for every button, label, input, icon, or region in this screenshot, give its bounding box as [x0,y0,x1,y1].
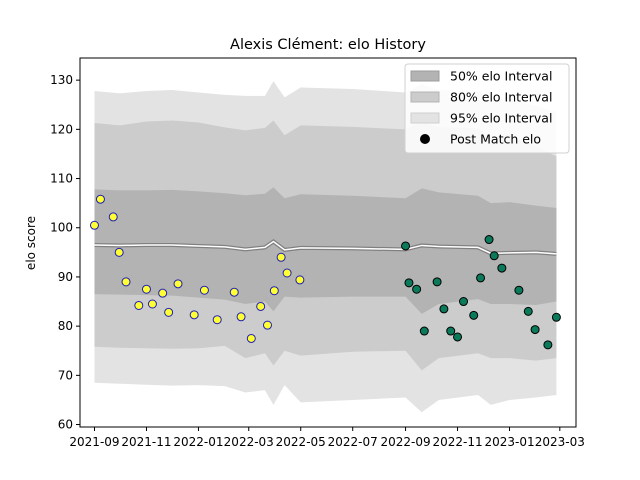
elo-point-1-20 [269,286,279,296]
legend-box [404,63,570,154]
elo-point-1-10 [164,307,174,317]
elo-point-1-2 [95,194,105,204]
legend-label-2: 80% elo Interval [450,90,552,105]
elo-point-2-4 [419,326,429,336]
elo-point-2-12 [484,235,494,245]
elo-point-1-13 [199,285,209,295]
elo-point-2-8 [453,332,463,342]
legend-swatch-1 [410,70,440,82]
elo-point-1-21 [276,252,286,262]
elo-point-1-22 [282,268,292,278]
axes-frame [79,57,577,428]
elo-point-1-5 [121,277,131,287]
x-tick-label-2022-11: 2022-11 [432,435,482,449]
x-tick-label-2022-07: 2022-07 [328,435,378,449]
legend-swatch-2 [410,91,440,103]
chart-title: Alexis Clément: elo History [230,37,426,53]
y-tick-label-90: 90 [58,270,73,284]
legend-marker-post-match [420,134,430,144]
elo-point-1-16 [236,312,246,322]
elo-point-2-17 [530,325,540,335]
elo-point-1-9 [158,288,168,298]
elo-point-1-18 [256,301,266,311]
elo-point-1-7 [141,284,151,294]
x-tick-label-2022-05: 2022-05 [276,435,326,449]
elo-point-1-6 [134,300,144,310]
elo-point-1-8 [147,299,157,309]
x-tick-label-2022-01: 2022-01 [173,435,223,449]
elo-point-2-2 [404,278,414,288]
y-axis-label: elo score [24,216,38,270]
elo-point-1-15 [229,287,239,297]
y-tick-label-110: 110 [50,172,73,186]
elo-point-1-1 [89,220,99,230]
elo-point-1-3 [108,212,118,222]
elo-point-2-18 [543,340,553,350]
legend: 50% elo Interval 80% elo Interval 95% elo … [404,63,570,154]
plot-area [89,81,561,413]
elo-point-2-13 [489,251,499,261]
legend-label-4: Post Match elo [450,132,541,147]
elo-point-2-3 [412,284,422,294]
mean-elo-line-highlight [94,240,557,255]
elo-point-1-4 [114,247,124,257]
elo-point-1-17 [246,333,256,343]
x-tick-label-2021-09: 2021-09 [69,435,119,449]
elo-point-2-19 [551,312,561,322]
elo-point-2-14 [497,263,507,273]
elo-point-1-19 [262,320,272,330]
elo-point-2-6 [439,304,449,314]
elo-point-2-5 [432,277,442,287]
y-tick-label-60: 60 [58,418,73,432]
legend-swatch-3 [410,112,440,124]
elo-point-2-16 [523,306,533,316]
elo-point-2-9 [459,297,469,307]
elo-point-2-1 [401,241,411,251]
x-tick-label-2022-09: 2022-09 [380,435,430,449]
y-tick-label-100: 100 [50,221,73,235]
y-tick-label-70: 70 [58,368,73,382]
elo-point-2-11 [476,273,486,283]
y-tick-label-130: 130 [50,73,73,87]
legend-label-3: 95% elo Interval [450,111,552,126]
elo-point-1-11 [173,279,183,289]
elo-point-1-12 [189,310,199,320]
x-tick-label-2021-11: 2021-11 [121,435,171,449]
x-tick-label-2023-03: 2023-03 [535,435,585,449]
y-tick-label-120: 120 [50,122,73,136]
x-tick-label-2022-03: 2022-03 [224,435,274,449]
elo-point-2-15 [514,285,524,295]
y-tick-label-80: 80 [58,319,73,333]
elo-point-2-10 [469,310,479,320]
elo-point-1-14 [212,315,222,325]
elo-point-2-7 [446,326,456,336]
legend-label-1: 50% elo Interval [450,69,552,84]
plot-content [89,81,561,413]
x-tick-label-2023-01: 2023-01 [484,435,534,449]
elo-point-1-23 [295,275,305,285]
